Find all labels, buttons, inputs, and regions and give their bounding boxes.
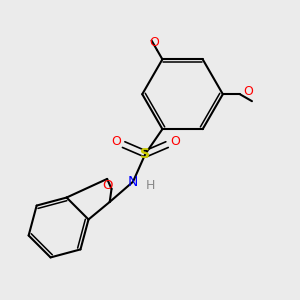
Text: H: H bbox=[145, 179, 155, 192]
Text: O: O bbox=[102, 178, 112, 192]
Text: N: N bbox=[128, 175, 138, 189]
Text: O: O bbox=[170, 135, 180, 148]
Text: S: S bbox=[140, 147, 150, 161]
Text: O: O bbox=[149, 36, 159, 49]
Text: O: O bbox=[244, 85, 254, 98]
Text: O: O bbox=[111, 135, 121, 148]
